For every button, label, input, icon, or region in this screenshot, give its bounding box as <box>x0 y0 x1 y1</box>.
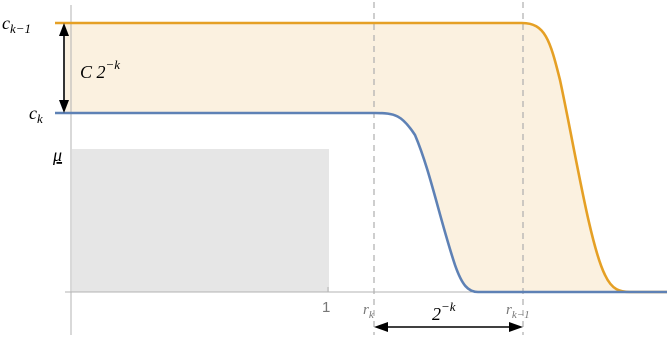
blue-curve <box>55 111 667 294</box>
label-gap: C 2−k <box>80 57 120 82</box>
label-c-k: ck <box>29 103 43 126</box>
horizontal-width-arrow <box>374 322 523 332</box>
shaded-band <box>65 23 630 292</box>
label-c-k-minus-1: ck−1 <box>2 13 31 36</box>
mu-box <box>72 149 329 292</box>
label-mu: μ <box>52 145 62 165</box>
tick-label-one: 1 <box>322 299 330 316</box>
vertical-gap-arrow <box>59 23 69 113</box>
label-width: 2−k <box>432 299 456 324</box>
tick-label-r-k-minus-1: rk−1 <box>506 302 530 321</box>
tick-label-r-k: rk <box>363 302 375 321</box>
orange-curve <box>55 21 667 294</box>
